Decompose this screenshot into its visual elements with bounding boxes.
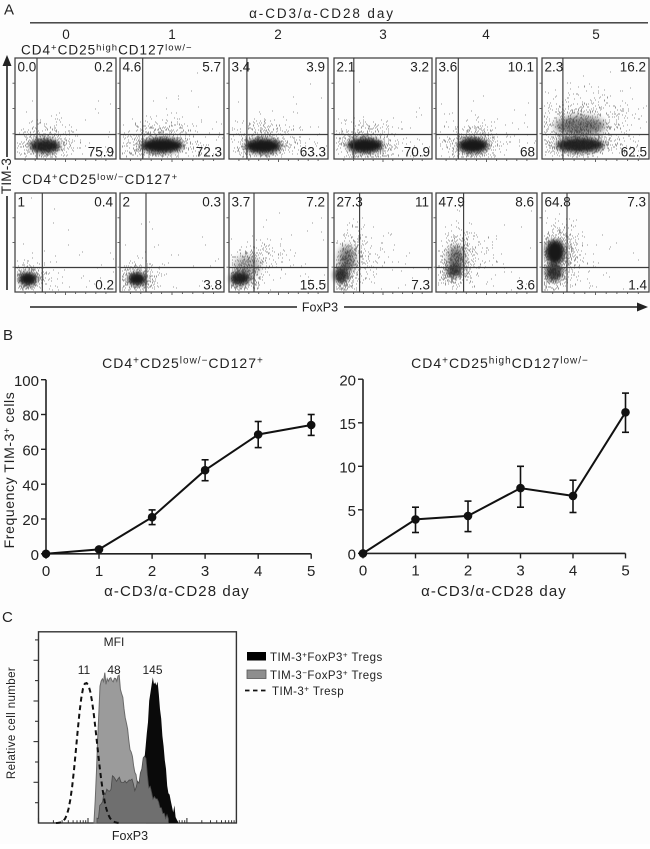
svg-text:1: 1 (411, 562, 419, 579)
svg-text:20: 20 (22, 512, 39, 529)
svg-text:2.3: 2.3 (545, 60, 564, 75)
svg-text:15: 15 (339, 416, 356, 433)
svg-text:0.2: 0.2 (95, 278, 114, 293)
svg-text:1: 1 (168, 27, 176, 42)
svg-text:0: 0 (348, 547, 356, 564)
svg-text:7.2: 7.2 (306, 195, 325, 210)
svg-text:CD4+CD25highCD127low/−: CD4+CD25highCD127low/− (411, 355, 589, 371)
svg-text:CD4+CD25highCD127low/−: CD4+CD25highCD127low/− (21, 43, 193, 58)
svg-text:72.3: 72.3 (196, 145, 222, 160)
svg-text:3: 3 (379, 27, 387, 42)
svg-text:27.3: 27.3 (337, 195, 363, 210)
svg-text:16.2: 16.2 (620, 60, 646, 75)
svg-text:2: 2 (148, 563, 156, 580)
svg-text:C: C (2, 609, 13, 626)
svg-text:2: 2 (464, 562, 472, 579)
svg-text:Frequency TIM-3+ cells: Frequency TIM-3+ cells (1, 392, 17, 549)
svg-text:FoxP3: FoxP3 (112, 829, 148, 843)
svg-text:3.9: 3.9 (306, 60, 325, 75)
svg-text:4: 4 (254, 563, 262, 580)
svg-text:α-CD3/α-CD28 day: α-CD3/α-CD28 day (249, 6, 395, 21)
svg-text:62.5: 62.5 (621, 145, 647, 160)
svg-text:TIM-3: TIM-3 (0, 158, 14, 194)
svg-text:75.9: 75.9 (88, 145, 114, 160)
svg-text:TIM-3−FoxP3+ Tregs: TIM-3−FoxP3+ Tregs (270, 669, 383, 683)
svg-text:4: 4 (482, 27, 490, 42)
svg-text:MFI: MFI (104, 635, 125, 649)
svg-text:0.2: 0.2 (94, 60, 113, 75)
svg-text:0.3: 0.3 (202, 195, 221, 210)
svg-text:40: 40 (22, 477, 39, 494)
svg-text:2: 2 (123, 195, 131, 210)
svg-text:α-CD3/α-CD28 day: α-CD3/α-CD28 day (421, 583, 567, 600)
svg-text:15.5: 15.5 (300, 278, 326, 293)
svg-text:20: 20 (339, 372, 356, 389)
svg-text:10: 10 (339, 460, 356, 477)
svg-text:2: 2 (274, 27, 282, 42)
svg-text:100: 100 (14, 373, 39, 390)
svg-text:8.6: 8.6 (515, 195, 534, 210)
svg-text:FoxP3: FoxP3 (302, 301, 338, 315)
svg-text:TIM-3+ Tresp: TIM-3+ Tresp (272, 685, 344, 699)
svg-text:68: 68 (520, 145, 535, 160)
svg-text:CD4+CD25low/−CD127+: CD4+CD25low/−CD127+ (22, 172, 178, 187)
svg-text:5: 5 (592, 27, 600, 42)
svg-text:70.9: 70.9 (404, 145, 430, 160)
svg-text:0: 0 (42, 563, 50, 580)
svg-text:63.3: 63.3 (300, 145, 326, 160)
svg-text:A: A (4, 2, 14, 19)
svg-text:5: 5 (621, 562, 629, 579)
svg-text:7.3: 7.3 (627, 195, 646, 210)
svg-text:3.8: 3.8 (203, 278, 222, 293)
svg-text:5: 5 (307, 563, 315, 580)
svg-text:α-CD3/α-CD28 day: α-CD3/α-CD28 day (104, 583, 250, 600)
svg-text:0.0: 0.0 (18, 60, 37, 75)
svg-text:TIM-3+FoxP3+ Tregs: TIM-3+FoxP3+ Tregs (270, 651, 383, 665)
svg-text:CD4+CD25low/−CD127+: CD4+CD25low/−CD127+ (102, 355, 264, 371)
svg-text:4.6: 4.6 (123, 60, 142, 75)
svg-text:3.2: 3.2 (410, 60, 429, 75)
svg-text:1.4: 1.4 (628, 278, 647, 293)
svg-text:0.4: 0.4 (94, 195, 113, 210)
svg-text:1: 1 (18, 195, 26, 210)
svg-text:3.6: 3.6 (516, 278, 535, 293)
svg-text:B: B (3, 327, 13, 344)
svg-text:0: 0 (62, 27, 70, 42)
svg-text:145: 145 (142, 663, 162, 677)
svg-text:0: 0 (359, 562, 367, 579)
svg-text:5.7: 5.7 (202, 60, 221, 75)
svg-text:10.1: 10.1 (508, 60, 534, 75)
svg-text:64.8: 64.8 (545, 195, 571, 210)
svg-text:3: 3 (516, 562, 524, 579)
svg-text:47.9: 47.9 (439, 195, 465, 210)
svg-text:3: 3 (201, 563, 209, 580)
svg-text:3.6: 3.6 (439, 60, 458, 75)
svg-text:7.3: 7.3 (411, 278, 430, 293)
svg-text:Relative cell number: Relative cell number (6, 667, 18, 779)
svg-text:60: 60 (22, 443, 39, 460)
svg-text:5: 5 (348, 503, 356, 520)
svg-text:3.4: 3.4 (232, 60, 251, 75)
svg-text:3.7: 3.7 (232, 195, 251, 210)
svg-text:80: 80 (22, 408, 39, 425)
svg-text:11: 11 (78, 663, 91, 677)
svg-text:11: 11 (415, 195, 429, 210)
svg-text:4: 4 (569, 562, 577, 579)
svg-text:0: 0 (31, 547, 39, 564)
svg-text:1: 1 (95, 563, 103, 580)
svg-text:2.1: 2.1 (337, 60, 356, 75)
svg-text:48: 48 (107, 663, 121, 677)
